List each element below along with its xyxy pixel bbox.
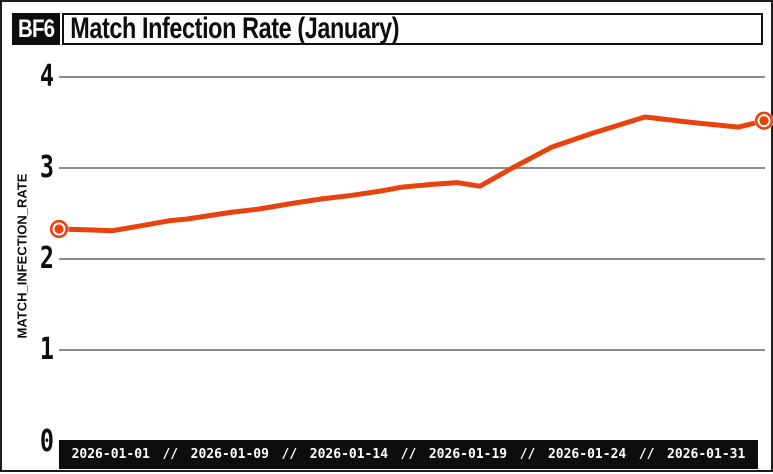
page-title: Match Infection Rate (January) [64, 12, 399, 46]
x-tick-label: 2026-01-14 [310, 447, 388, 462]
x-tick-label: 2026-01-09 [191, 447, 269, 462]
infection-rate-line [59, 117, 764, 231]
y-tick-label: 1 [13, 334, 54, 366]
gridline-y4 [59, 76, 765, 78]
gridline-y2 [59, 258, 765, 260]
x-tick-label: 2026-01-01 [72, 447, 150, 462]
x-axis-bar: 2026-01-01 // 2026-01-09 // 2026-01-14 // 2026… [59, 440, 758, 469]
gridline-y1 [59, 349, 765, 351]
y-tick-label: 2 [13, 243, 54, 275]
y-tick-label: 4 [13, 61, 54, 93]
x-tick-separator: // [282, 447, 298, 462]
x-tick-separator: // [520, 447, 536, 462]
start-point-marker [50, 219, 69, 238]
x-tick-label: 2026-01-31 [667, 447, 745, 462]
gridline-y3 [59, 167, 765, 169]
x-tick-separator: // [639, 447, 655, 462]
x-tick-label: 2026-01-19 [429, 447, 507, 462]
bf6-logo: BF6 [12, 13, 60, 45]
title-box: Match Infection Rate (January) [62, 13, 763, 45]
y-tick-label: 3 [13, 152, 54, 184]
x-tick-separator: // [162, 447, 178, 462]
end-point-marker [755, 111, 773, 130]
x-tick-label: 2026-01-24 [548, 447, 626, 462]
x-tick-separator: // [401, 447, 417, 462]
y-tick-label: 0 [13, 426, 54, 458]
bf6-logo-text: BF6 [18, 15, 54, 44]
